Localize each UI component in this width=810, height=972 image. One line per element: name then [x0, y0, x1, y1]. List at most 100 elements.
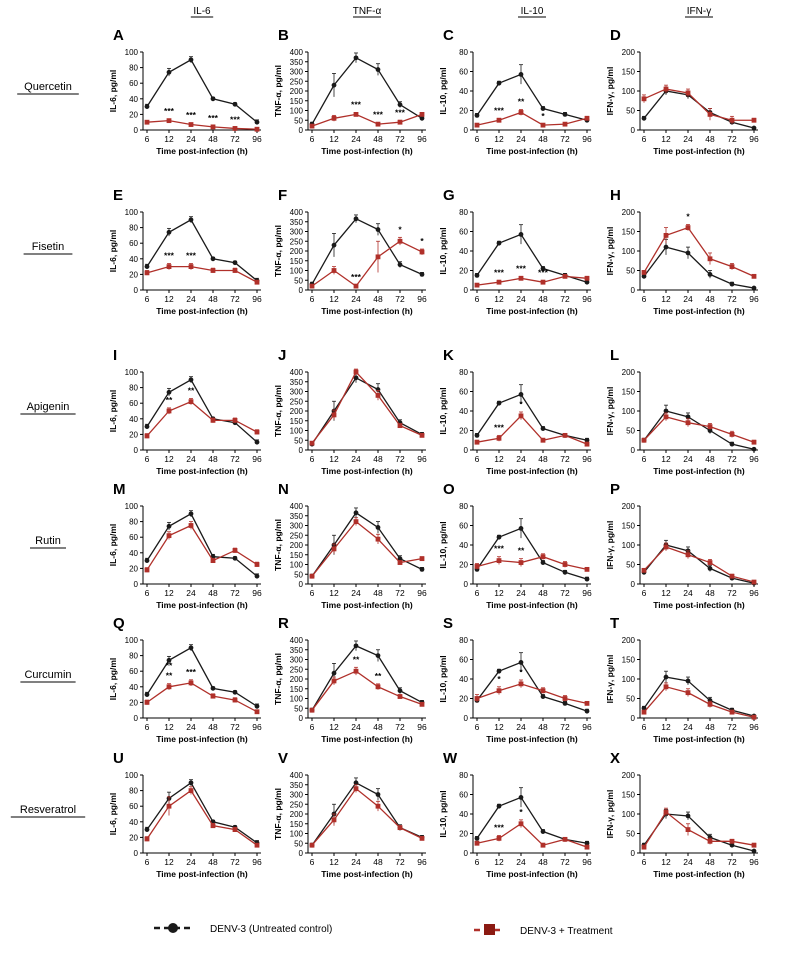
y-tick-label: 200 [290, 247, 304, 256]
x-tick-label: 12 [661, 454, 671, 464]
panel-E: E 0 20 40 60 80 100 IL-6, pg/ml 6 12 24 48 72 96 Time … [108, 187, 262, 316]
x-tick-label: 24 [516, 134, 526, 144]
treatment-point [232, 548, 238, 553]
y-tick-label: 80 [459, 771, 468, 780]
control-point [540, 694, 546, 699]
x-tick-label: 72 [230, 588, 240, 598]
treatment-point [474, 564, 480, 569]
x-tick-label: 48 [373, 588, 383, 598]
control-point [232, 260, 238, 266]
x-tick-label: 48 [538, 134, 548, 144]
y-tick-label: 100 [290, 107, 304, 116]
control-point [353, 510, 359, 516]
x-tick-label: 24 [186, 134, 196, 144]
y-axis-label: IL-6, pg/ml [108, 524, 118, 567]
treatment-point [707, 560, 713, 565]
x-tick-label: 48 [208, 134, 218, 144]
control-point [562, 700, 568, 706]
treatment-point [232, 417, 238, 423]
x-tick-label: 6 [310, 294, 315, 304]
x-axis-label: Time post-infection (h) [321, 466, 413, 476]
x-tick-label: 96 [749, 588, 759, 598]
x-tick-label: 6 [475, 722, 480, 732]
x-tick-label: 24 [516, 722, 526, 732]
significance-label: * [519, 807, 523, 817]
treatment-point [729, 838, 735, 844]
treatment-point [210, 124, 216, 130]
y-tick-label: 60 [459, 228, 468, 237]
y-tick-label: 150 [622, 522, 636, 531]
y-tick-label: 40 [459, 247, 468, 256]
y-tick-label: 300 [290, 522, 304, 531]
panel-letter: N [278, 481, 289, 498]
treatment-point [331, 412, 337, 418]
significance-label: * [686, 211, 690, 221]
significance-label: ** [166, 671, 173, 681]
y-tick-label: 400 [290, 368, 304, 377]
panel-letter: O [443, 481, 455, 498]
control-point [496, 240, 502, 246]
treatment-point [144, 270, 150, 276]
y-tick-label: 200 [622, 48, 636, 57]
x-tick-label: 6 [310, 134, 315, 144]
treatment-point [375, 536, 381, 542]
panel-O: O 0 20 40 60 80 IL-10, pg/ml 6 12 24 48 72 96 Time po… [438, 481, 592, 610]
y-tick-label: 100 [622, 407, 636, 416]
treatment-point [496, 558, 502, 563]
treatment-point [419, 112, 425, 117]
treatment-point [518, 275, 524, 281]
x-tick-label: 96 [582, 857, 592, 867]
control-point [166, 523, 172, 529]
x-tick-label: 96 [582, 454, 592, 464]
x-tick-label: 72 [230, 134, 240, 144]
y-axis-label: IL-10, pg/ml [438, 67, 448, 114]
control-line [476, 393, 588, 441]
treatment-point [232, 126, 238, 131]
control-point [540, 829, 546, 834]
x-axis-label: Time post-infection (h) [653, 306, 745, 316]
row-label: Apigenin [27, 401, 70, 413]
x-tick-label: 24 [186, 588, 196, 598]
x-tick-label: 96 [749, 857, 759, 867]
treatment-point [353, 112, 359, 117]
x-tick-label: 48 [373, 294, 383, 304]
panel-letter: X [610, 750, 620, 767]
y-tick-label: 20 [129, 833, 138, 842]
control-point [751, 446, 757, 452]
control-point [584, 279, 590, 285]
x-axis-label: Time post-infection (h) [321, 146, 413, 156]
x-tick-label: 24 [683, 294, 693, 304]
treatment-point [397, 238, 403, 244]
control-point [144, 424, 150, 429]
legend-control-marker [168, 923, 178, 933]
treatment-point [210, 823, 216, 829]
y-tick-label: 80 [129, 518, 138, 527]
x-tick-label: 6 [310, 857, 315, 867]
y-tick-label: 20 [129, 430, 138, 439]
treatment-point [751, 273, 757, 279]
control-line [643, 90, 755, 129]
panel-letter: Q [113, 615, 125, 632]
treatment-point [144, 433, 150, 439]
x-axis-label: Time post-infection (h) [321, 734, 413, 744]
panel-D: D 0 50 100 150 200 IFN-γ, pg/ml 6 12 24 48 72 96 Time… [605, 27, 759, 156]
x-tick-label: 72 [395, 588, 405, 598]
y-tick-label: 0 [299, 286, 304, 295]
y-tick-label: 200 [290, 87, 304, 96]
significance-label: *** [186, 110, 197, 120]
x-tick-label: 96 [417, 857, 427, 867]
treatment-point [663, 684, 669, 690]
treatment-point [375, 684, 381, 690]
treatment-point [562, 696, 568, 701]
treatment-line [476, 556, 588, 571]
x-tick-label: 24 [683, 588, 693, 598]
control-point [562, 112, 568, 117]
x-tick-label: 96 [582, 722, 592, 732]
y-tick-label: 200 [290, 675, 304, 684]
control-point [254, 573, 260, 579]
y-tick-label: 150 [622, 656, 636, 665]
treatment-point [188, 680, 194, 686]
treatment-point [353, 519, 359, 524]
x-tick-label: 12 [494, 722, 504, 732]
y-tick-label: 200 [290, 810, 304, 819]
